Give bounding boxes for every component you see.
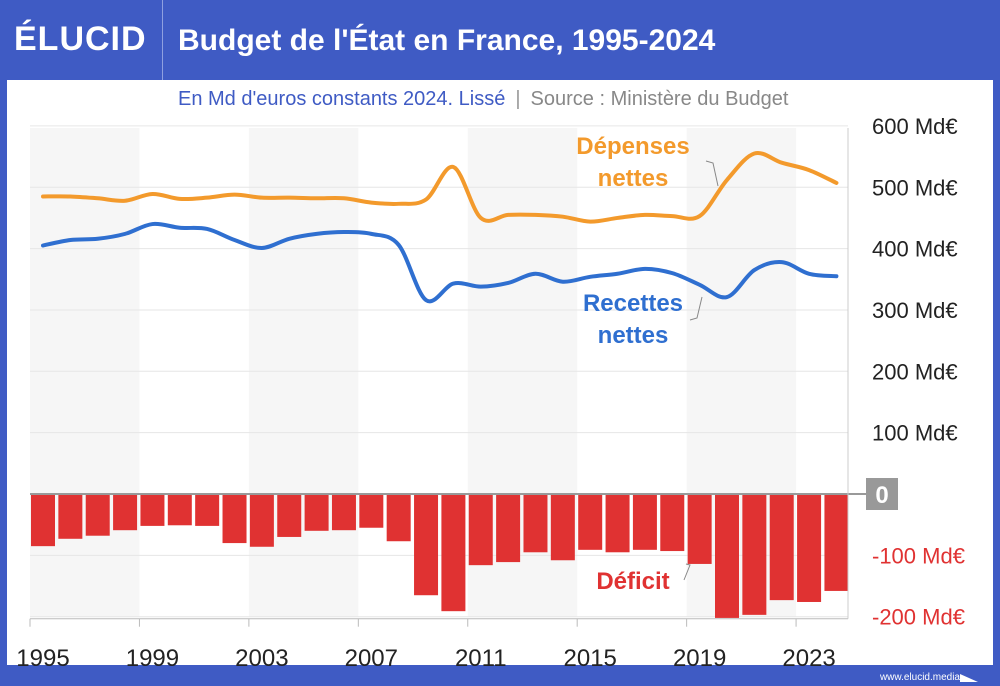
deficit-bar [687, 494, 712, 564]
recettes-label: nettes [598, 322, 669, 349]
deficit-bar [824, 494, 849, 591]
source-note: Source : Ministère du Budget [530, 88, 789, 110]
deficit-bar [797, 494, 822, 602]
zero-label-box [866, 478, 898, 510]
depenses-label: nettes [598, 165, 669, 192]
deficit-bar [140, 494, 165, 526]
depenses-label: Dépenses [576, 133, 689, 160]
elucid-mark-icon [960, 674, 978, 682]
deficit-bar [249, 494, 274, 547]
deficit-bar [195, 494, 220, 526]
depenses-line [41, 150, 839, 224]
deficit-bar [715, 494, 739, 618]
deficit-bar [113, 494, 138, 531]
deficit-bar [386, 494, 411, 542]
deficit-bar [359, 494, 384, 528]
x-tick-label: 2011 [455, 645, 507, 672]
y-tick-label: -200 Md€ [872, 605, 965, 630]
deficit-bar [769, 494, 794, 601]
x-tick-label: 1995 [16, 645, 69, 672]
x-tick-label: 1999 [126, 645, 179, 672]
deficit-bar [742, 494, 767, 615]
y-tick-label: -100 Md€ [872, 543, 965, 568]
chart-title: Budget de l'État en France, 1995-2024 [178, 24, 716, 57]
recettes-line [41, 221, 839, 304]
x-tick-label: 2007 [345, 645, 398, 672]
deficit-label: Déficit [596, 568, 669, 595]
deficit-bar [167, 494, 192, 526]
deficit-bar [523, 494, 548, 553]
x-tick-label: 2023 [782, 645, 835, 672]
label-leader [689, 296, 703, 321]
deficit-bar [632, 494, 657, 550]
footer-url[interactable]: www.elucid.media [879, 672, 960, 683]
label-leader [705, 160, 719, 187]
deficit-bar [222, 494, 247, 544]
deficit-bar [58, 494, 83, 539]
y-tick-label: 100 Md€ [872, 421, 958, 446]
deficit-bar [85, 494, 110, 536]
unit-note: En Md d'euros constants 2024. Lissé [178, 88, 506, 110]
elucid-logo: ÉLUCID [14, 20, 147, 58]
y-tick-label: 0 [875, 482, 888, 509]
deficit-bar [331, 494, 356, 531]
deficit-bar [605, 494, 630, 553]
y-tick-label: 200 Md€ [872, 359, 958, 384]
label-leader [683, 563, 691, 581]
deficit-bar [660, 494, 685, 552]
x-tick-label: 2003 [235, 645, 288, 672]
deficit-bar [550, 494, 575, 561]
deficit-bar [496, 494, 521, 563]
deficit-bar [578, 494, 603, 550]
deficit-bar [468, 494, 493, 566]
x-tick-label: 2015 [564, 645, 617, 672]
deficit-bar [414, 494, 439, 596]
y-tick-label: 400 Md€ [872, 237, 958, 262]
deficit-bar [304, 494, 329, 531]
header: ÉLUCID Budget de l'État en France, 1995-… [0, 0, 1000, 80]
deficit-bar [277, 494, 302, 537]
deficit-bar [441, 494, 466, 612]
y-tick-label: 600 Md€ [872, 114, 958, 139]
recettes-label: Recettes [583, 290, 683, 317]
header-divider [162, 0, 163, 80]
subtitle-separator: | [515, 88, 521, 110]
x-tick-label: 2019 [673, 645, 726, 672]
y-tick-label: 300 Md€ [872, 298, 958, 323]
y-tick-label: 500 Md€ [872, 175, 958, 200]
chart-subtitle: En Md d'euros constants 2024. Lissé | Sour… [178, 88, 788, 111]
deficit-bar [31, 494, 55, 547]
